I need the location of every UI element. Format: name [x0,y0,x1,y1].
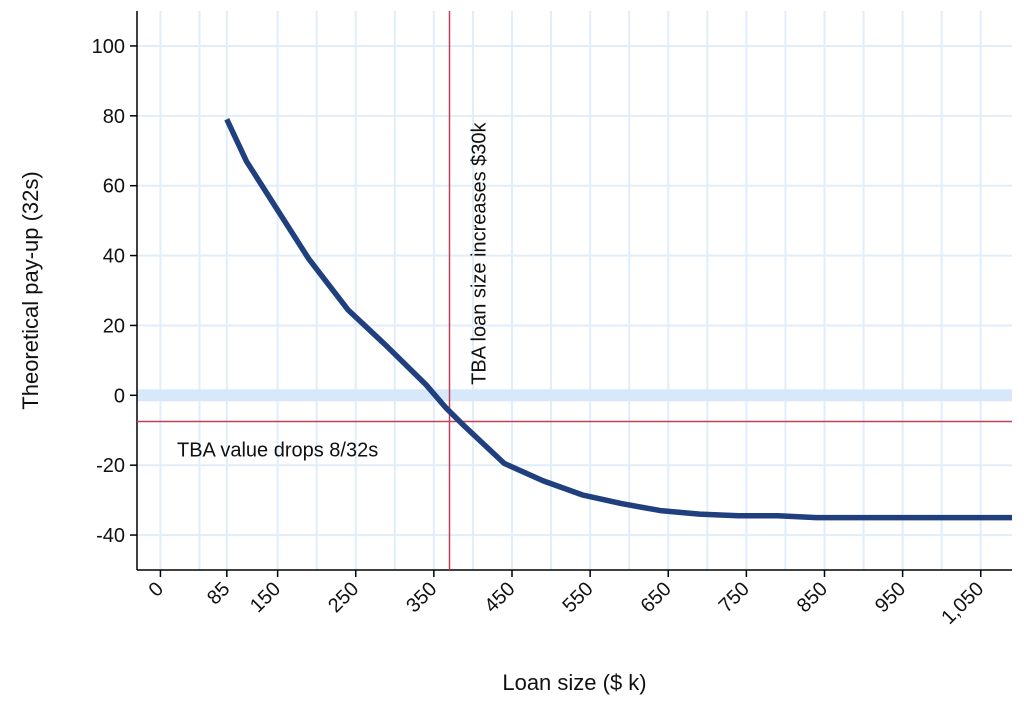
y-tick-label: 0 [114,385,125,407]
vertical-reference-label: TBA loan size increases $30k [469,121,491,384]
y-tick-label: 80 [103,106,125,128]
x-axis-title: Loan size ($ k) [502,670,646,695]
horizontal-reference-label: TBA value drops 8/32s [177,440,378,462]
x-tick-label: 0 [145,578,168,601]
y-tick-label: 40 [103,246,125,268]
x-tick-label: 1,050 [937,578,988,629]
x-tick-label: 250 [324,578,363,617]
series-layer [224,118,1012,521]
x-tick-label: 650 [637,578,676,617]
y-tick-label: -20 [96,455,125,477]
y-tick-label: 20 [103,315,125,337]
x-tick-label: 850 [793,578,832,617]
grid-layer [137,11,1012,570]
y-tick-label: 60 [103,176,125,198]
reference-lines [137,11,1012,570]
y-axis-title: Theoretical pay-up (32s) [18,171,43,409]
y-tick-label: 100 [92,36,125,58]
x-tick-label: 950 [871,578,910,617]
x-tick-label: 350 [402,578,441,617]
zero-band [137,389,1012,402]
x-tick-label: 150 [246,578,285,617]
y-tick-label: -40 [96,525,125,547]
x-tick-label: 450 [480,578,519,617]
series-line [224,118,1012,521]
x-tick-label: 550 [559,578,598,617]
x-tick-label: 85 [203,578,234,609]
x-tick-label: 750 [715,578,754,617]
